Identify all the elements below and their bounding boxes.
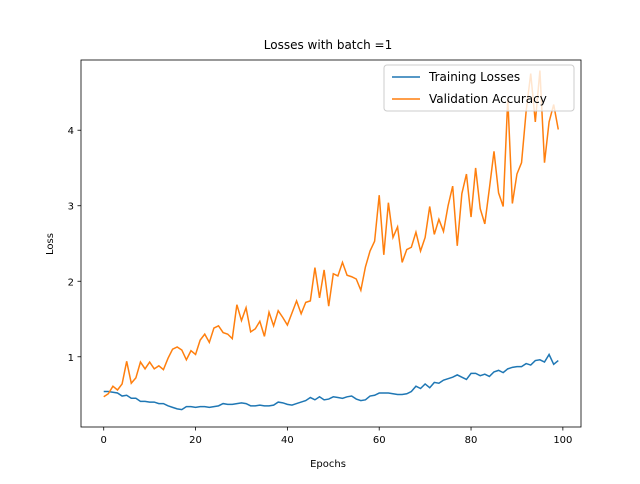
series-line xyxy=(103,70,560,398)
y-tick-label: 2 xyxy=(68,277,74,288)
y-tick-label: 1 xyxy=(68,353,74,364)
legend-label: Validation Accuracy xyxy=(429,92,547,106)
x-tick-label: 20 xyxy=(189,435,202,446)
y-axis-label: Loss xyxy=(45,233,56,255)
x-tick-label: 100 xyxy=(553,435,572,446)
chart-title: Losses with batch =1 xyxy=(264,38,392,52)
series-line xyxy=(103,352,559,411)
plot-frame xyxy=(80,59,582,428)
x-tick-label: 80 xyxy=(465,435,478,446)
x-axis-label: Epochs xyxy=(310,459,346,470)
x-tick-label: 0 xyxy=(101,435,107,446)
y-tick-label: 3 xyxy=(68,202,74,213)
y-tick-label: 4 xyxy=(68,126,74,137)
x-tick-label: 60 xyxy=(373,435,386,446)
x-tick-label: 40 xyxy=(281,435,294,446)
legend-label: Training Losses xyxy=(428,70,520,84)
legend-box xyxy=(383,64,575,112)
